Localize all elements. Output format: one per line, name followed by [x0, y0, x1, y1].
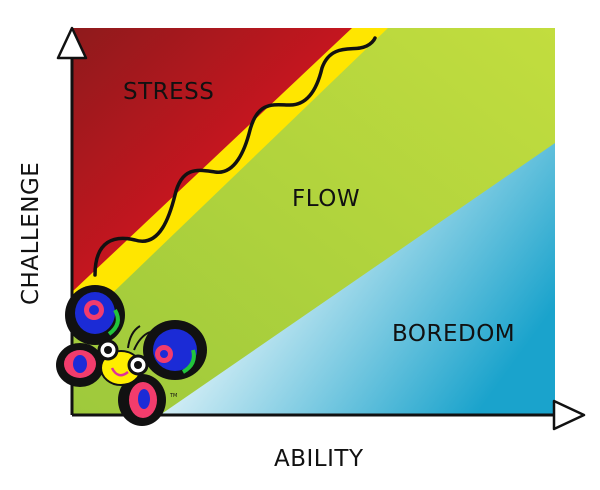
flow-label: FLOW: [292, 186, 360, 212]
x-axis-arrow-icon: [552, 399, 586, 431]
stress-zone: [72, 28, 352, 292]
boredom-label: BOREDOM: [392, 321, 515, 347]
y-axis-arrow-icon: [56, 26, 88, 60]
challenge-axis-label: CHALLENGE: [18, 162, 44, 305]
stress-label: STRESS: [123, 79, 214, 105]
trademark-mark: TM: [169, 393, 177, 399]
butterfly-logo-icon: TM: [56, 285, 207, 426]
ability-axis-label: ABILITY: [274, 446, 364, 472]
wavy-flow-path: [93, 36, 377, 277]
boredom-zone: [160, 143, 555, 415]
